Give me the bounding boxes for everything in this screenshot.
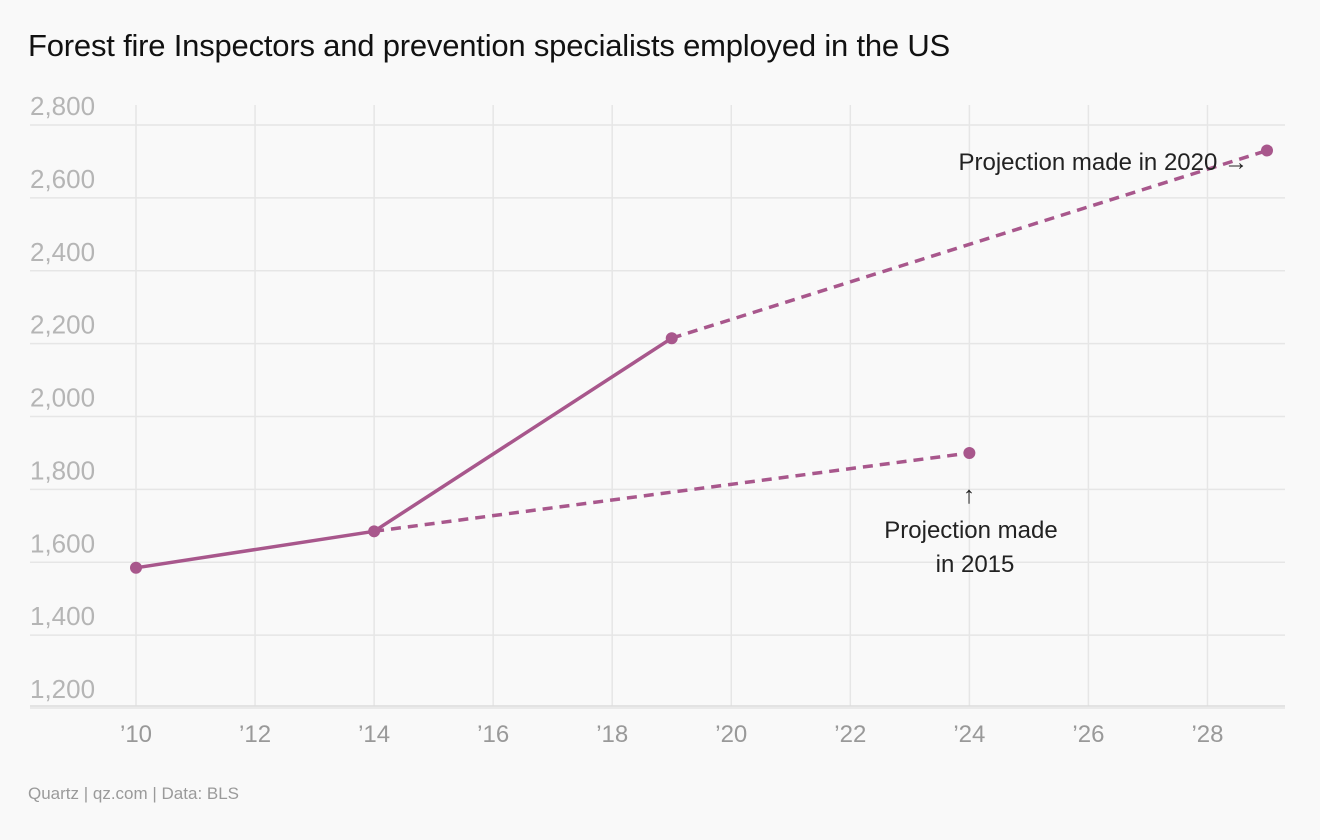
ytick-label-2600: 2,600 [30, 164, 95, 194]
xtick-label-2012: ’12 [239, 721, 271, 748]
axes: 1,200 1,400 1,600 1,800 2,000 2,200 2,400 2,600… [30, 91, 1285, 748]
annotation-projection-2015-arrow: ↑ [963, 482, 975, 509]
xtick-label-2022: ’22 [834, 721, 866, 748]
annotation-projection-2020: Projection made in 2020 → [959, 149, 1249, 176]
series [134, 148, 1268, 570]
xtick-label-2016: ’16 [477, 721, 509, 748]
source-credit: Quartz | qz.com | Data: BLS [28, 784, 240, 803]
annotation-projection-2015-line2: in 2015 [936, 551, 1015, 578]
ytick-label-2200: 2,200 [30, 310, 95, 340]
annotation-projection-2015-line1: Projection made [884, 517, 1057, 544]
ytick-label-1200: 1,200 [30, 674, 95, 704]
annotations: Projection made in 2020 → ↑ Projection m… [884, 149, 1248, 578]
series-line-2-dashed [671, 148, 1268, 340]
data-point-2024 [963, 446, 976, 459]
data-point-2014 [368, 525, 381, 538]
data-point-2010 [130, 561, 142, 574]
xtick-label-2024: ’24 [953, 721, 985, 748]
ytick-label-1400: 1,400 [30, 601, 95, 631]
ytick-label-2800: 2,800 [30, 91, 95, 121]
xtick-label-2014: ’14 [358, 721, 390, 748]
chart-title: Forest fire Inspectors and prevention sp… [28, 28, 951, 63]
ytick-label-1800: 1,800 [30, 455, 95, 485]
series-line-1-dashed [373, 451, 970, 534]
ytick-label-1600: 1,600 [30, 528, 95, 558]
ytick-label-2400: 2,400 [30, 237, 95, 267]
xtick-label-2026: ’26 [1072, 721, 1104, 748]
xtick-label-2010: ’10 [120, 721, 152, 748]
grid [30, 105, 1285, 709]
series-line-0-solid [134, 336, 674, 570]
ytick-label-2000: 2,000 [30, 383, 95, 413]
xtick-label-2018: ’18 [596, 721, 628, 748]
data-point-2029 [1261, 144, 1273, 157]
xtick-label-2020: ’20 [715, 721, 747, 748]
xtick-label-2028: ’28 [1191, 721, 1223, 748]
data-points [130, 144, 1273, 574]
data-point-2019 [665, 332, 678, 345]
